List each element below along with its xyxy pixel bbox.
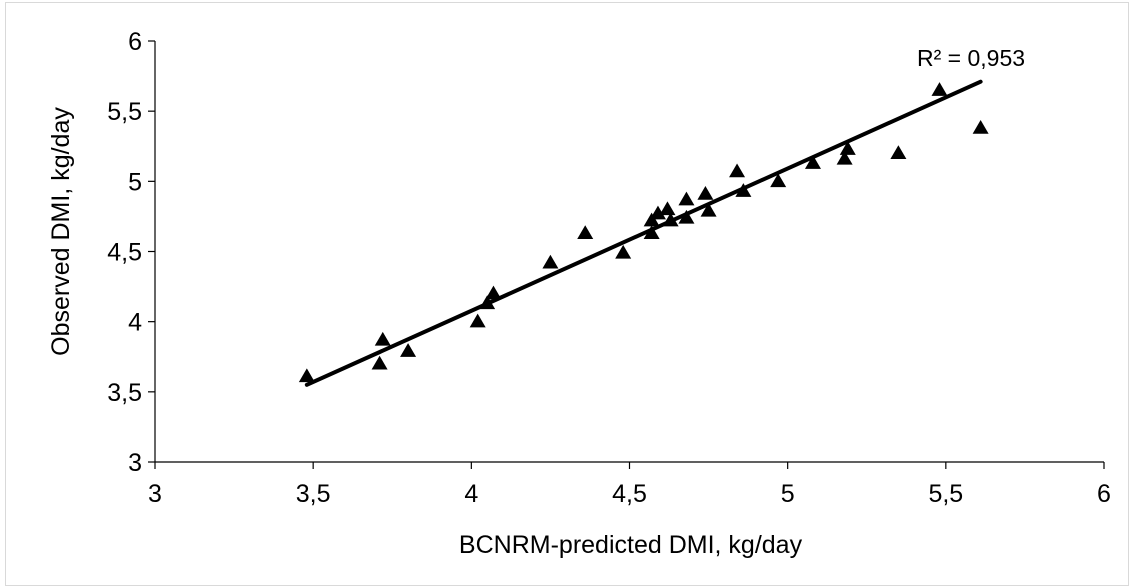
data-point-triangle [700, 202, 717, 217]
x-tick-label: 4 [464, 480, 478, 508]
x-tick-label: 4,5 [612, 480, 647, 508]
data-point-triangle [371, 355, 388, 370]
axes [154, 41, 1104, 463]
data-point-triangle [729, 163, 746, 178]
data-point-triangle [298, 368, 315, 383]
y-tick-label: 6 [128, 28, 142, 56]
data-point-triangle [649, 205, 666, 220]
data-point-triangle [643, 225, 660, 240]
data-point-triangle [678, 191, 695, 206]
data-point-triangle [972, 120, 989, 134]
y-tick-label: 4 [128, 309, 142, 337]
data-point-triangle [374, 331, 391, 346]
data-point-triangle [542, 254, 559, 269]
r-squared-annotation: R² = 0,953 [917, 45, 1025, 71]
data-point-triangle [836, 150, 853, 165]
x-tick-label: 3 [148, 480, 162, 508]
data-point-triangle [400, 343, 417, 357]
trendline-layer [304, 79, 983, 387]
data-point-triangle [659, 201, 676, 216]
data-points [298, 82, 989, 383]
data-point-triangle [643, 212, 660, 227]
y-tick-label: 5 [128, 168, 142, 196]
data-point-triangle [890, 145, 907, 160]
y-tick-label: 5,5 [107, 98, 142, 126]
data-point-triangle [469, 313, 486, 328]
y-tick-labels: 3 3,5 4 4,5 5 5,5 6 [107, 28, 142, 477]
y-tick-label: 4,5 [107, 239, 142, 267]
data-point-triangle [931, 82, 948, 96]
y-tick-label: 3 [128, 449, 142, 477]
x-tick-label: 5 [781, 480, 795, 508]
x-axis-title: BCNRM-predicted DMI, kg/day [459, 531, 803, 559]
data-point-triangle [615, 244, 632, 259]
y-axis-title: Observed DMI, kg/day [47, 107, 75, 356]
x-tick-label: 5,5 [928, 480, 963, 508]
x-tick-label: 6 [1097, 480, 1111, 508]
x-tick-labels: 3 3,5 4 4,5 5 5,5 6 [148, 480, 1111, 508]
data-point-triangle [577, 225, 594, 240]
trendline [304, 79, 983, 387]
data-point-triangle [839, 141, 856, 155]
data-point-triangle [770, 173, 787, 188]
y-tick-label: 3,5 [107, 379, 142, 407]
tick-marks [148, 40, 1105, 469]
data-point-triangle [485, 285, 502, 300]
data-point-triangle [804, 155, 821, 169]
x-tick-label: 3,5 [296, 480, 331, 508]
data-point-triangle [697, 185, 714, 200]
data-point-triangle [678, 209, 695, 224]
